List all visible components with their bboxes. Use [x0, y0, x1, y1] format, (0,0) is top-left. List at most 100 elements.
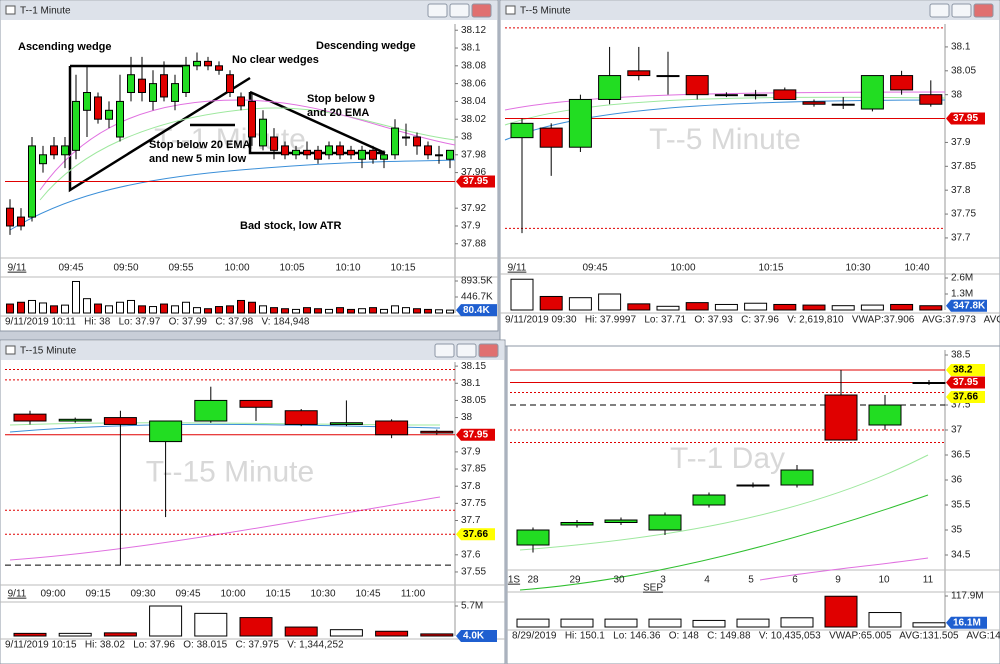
candle-body: [6, 207, 14, 227]
candle-body: [17, 216, 25, 227]
volume-bar: [919, 305, 943, 311]
candle-body: [204, 60, 212, 67]
annotation: Descending wedge: [316, 40, 416, 52]
volume-bar: [685, 302, 709, 311]
volume-bar: [259, 305, 267, 314]
candle-body: [347, 149, 355, 156]
volume-bar: [6, 303, 14, 314]
candle-body: [744, 94, 768, 97]
annotation: Bad stock, low ATR: [240, 220, 342, 232]
volume-bar: [39, 302, 47, 314]
indicator-line: [9, 159, 456, 231]
volume-bar: [17, 301, 25, 314]
volume-bar: [424, 308, 432, 314]
candle-body: [171, 83, 179, 102]
volume-bar: [281, 308, 289, 314]
time-label: 9: [835, 575, 841, 586]
y-tick-label: 37.75: [461, 498, 486, 509]
time-label: 10:45: [355, 589, 380, 600]
watermark: T--1 Minute: [154, 123, 306, 156]
volume-bar: [13, 632, 47, 637]
y-tick-label: 37.98: [461, 149, 486, 160]
candle-body: [94, 96, 102, 120]
time-label: 10:15: [390, 263, 415, 274]
y-tick-label: 35.5: [951, 500, 971, 511]
y-tick-label: 38.1: [461, 378, 481, 389]
title-bar: [1, 1, 497, 20]
y-tick-label: 37.9: [951, 137, 971, 148]
y-tick-label: 38.1: [951, 42, 971, 53]
volume-bar: [194, 612, 228, 637]
indicator-line: [504, 99, 946, 141]
y-tick-label: 37.55: [461, 567, 486, 578]
annotation: Ascending wedge: [18, 41, 112, 53]
candle-body: [539, 127, 563, 148]
candle-body: [105, 109, 113, 120]
y-tick-label: 34.5: [951, 550, 971, 561]
window-button[interactable]: [478, 343, 499, 358]
window-button[interactable]: [973, 3, 994, 18]
title-bar: [1, 341, 504, 360]
window-button[interactable]: [471, 3, 492, 18]
watermark: T--15 Minute: [146, 455, 314, 488]
annotation: and new 5 min low: [149, 153, 247, 165]
chart-window: T--1 Day38.537.53736.53635.53534.538.237…: [506, 345, 1000, 664]
volume-bar: [171, 305, 179, 314]
status-bar: 9/11/2019 09:30 Hi: 37.9997 Lo: 37.71 O:…: [505, 315, 1000, 326]
candle-body: [402, 136, 410, 139]
window-frame: [0, 339, 506, 664]
time-label: 10:05: [279, 263, 304, 274]
window-icon: [5, 5, 16, 15]
time-label: 3: [660, 575, 666, 586]
price-flag: [946, 391, 985, 403]
candle-body: [598, 75, 622, 100]
indicator-line: [9, 496, 441, 561]
candle-body: [714, 94, 738, 97]
price-flag-label: 38.2: [953, 365, 973, 376]
window-button[interactable]: [427, 3, 448, 18]
time-label: 28: [527, 575, 539, 586]
volume-bar: [58, 632, 92, 637]
y-tick-label: 37.5: [951, 400, 971, 411]
volume-bar: [598, 293, 622, 311]
candle-body: [831, 103, 855, 106]
volume-bar: [127, 299, 135, 314]
window-button[interactable]: [449, 3, 470, 18]
volume-bar: [516, 618, 550, 628]
watermark: T--5 Minute: [649, 123, 801, 156]
candle-body: [656, 75, 680, 78]
price-flag: [946, 112, 985, 125]
status-bar: 8/29/2019 Hi: 150.1 Lo: 146.36 O: 148 C:…: [512, 631, 1000, 642]
time-label: 10: [878, 575, 890, 586]
y-tick-label: 37: [951, 425, 963, 436]
window-button[interactable]: [951, 3, 972, 18]
window-button[interactable]: [434, 343, 455, 358]
annotation: and 20 EMA: [307, 107, 369, 119]
price-flag-label: 37.66: [463, 529, 488, 540]
candle-body: [604, 519, 638, 523]
y-tick-label: 37.88: [461, 238, 486, 249]
candle-body: [420, 430, 454, 434]
candle-body: [127, 74, 135, 94]
time-label: 10:15: [758, 263, 783, 274]
time-label: 09:30: [130, 589, 155, 600]
candle-body: [358, 149, 366, 160]
candle-body: [325, 145, 333, 156]
time-label: 9/11: [8, 263, 27, 274]
y-tick-label: 38.08: [461, 60, 486, 71]
window-title: T--15 Minute: [20, 346, 77, 357]
time-label: 10:30: [845, 263, 870, 274]
volume-bar: [72, 280, 80, 314]
candle-body: [824, 394, 858, 441]
window-button[interactable]: [929, 3, 950, 18]
volume-bar: [226, 305, 234, 314]
volume-bar: [149, 306, 157, 314]
window-button[interactable]: [456, 343, 477, 358]
candle-body: [391, 127, 399, 156]
annotation: Stop below 9: [307, 93, 375, 105]
indicator-line: [519, 454, 929, 551]
candle-body: [239, 399, 273, 408]
volume-bar: [860, 304, 884, 311]
y-tick-label: 38.1: [461, 43, 481, 54]
candle-body: [329, 422, 363, 425]
